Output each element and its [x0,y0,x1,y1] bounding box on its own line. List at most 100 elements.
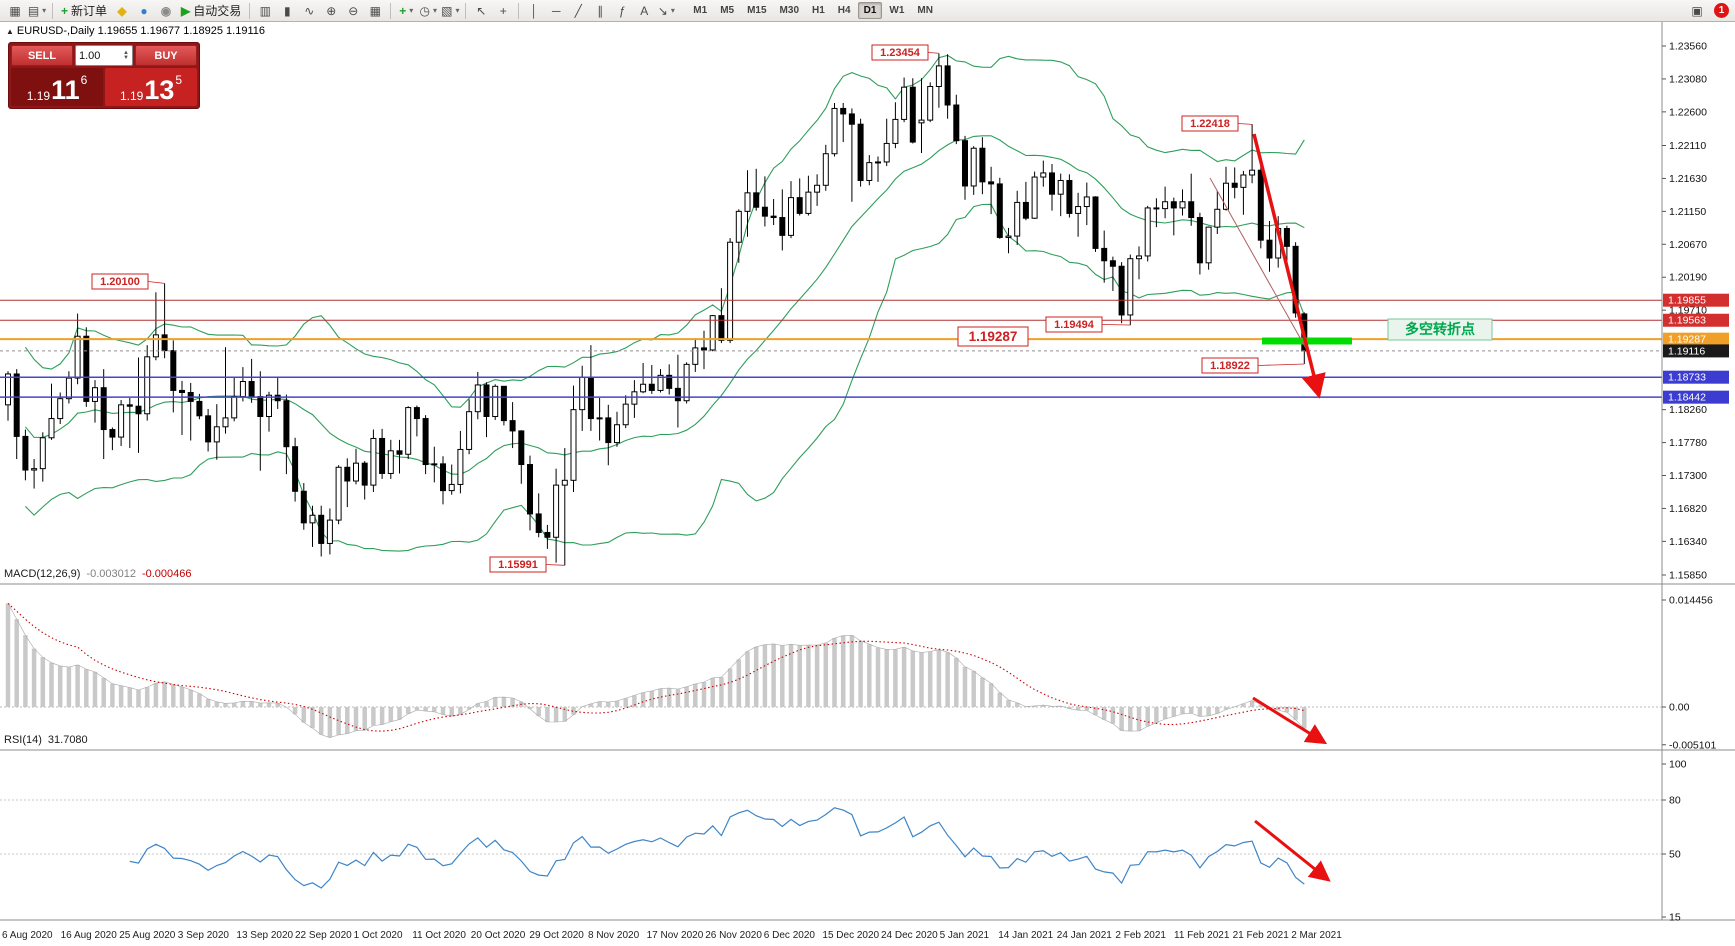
trendline-icon: ╱ [574,3,582,18]
fibonacci-button[interactable]: ƒ [611,2,633,20]
svg-text:1.23560: 1.23560 [1669,41,1707,53]
terminal-icon[interactable]: ▣ [1686,2,1708,20]
timeframe-w1-button[interactable]: W1 [889,5,905,16]
bar-chart-button[interactable]: ▥ [254,2,276,20]
cursor-button[interactable]: ↖ [470,2,492,20]
text-label-button[interactable]: A [633,2,655,20]
zoom-in-button[interactable]: ⊕ [320,2,342,20]
svg-text:100: 100 [1669,759,1687,771]
community-button[interactable]: ● [133,2,155,20]
equidistant-channel-icon: ∥ [597,3,604,18]
lot-spinner[interactable]: ▲ ▼ [123,50,129,61]
time-axis-label: 15 Dec 2020 [822,930,879,941]
timeframe-group: M1 M5 M15 M30 H1 H4 D1 W1 MN [687,2,939,19]
line-chart-icon: ∿ [304,3,315,18]
buy-button[interactable]: BUY [135,45,197,66]
svg-text:1.18733: 1.18733 [1668,372,1706,384]
sell-price[interactable]: 1.19 11 6 [11,68,103,106]
templates-button[interactable]: ▧ ▾ [439,2,461,20]
svg-text:1.19287: 1.19287 [969,329,1018,344]
price-annotation[interactable]: 1.23454 [871,44,939,61]
periods-button[interactable]: ◷ ▾ [417,2,439,20]
timeframe-h1-button[interactable]: H1 [812,5,825,16]
time-axis-label: 16 Aug 2020 [61,930,118,941]
vertical-line-icon: │ [530,3,539,18]
notification-badge[interactable]: 1 [1714,3,1729,18]
svg-text:80: 80 [1669,795,1681,807]
tile-windows-button[interactable]: ▦ [364,2,386,20]
time-axis-label: 5 Jan 2021 [940,930,990,941]
time-axis-label: 26 Nov 2020 [705,930,762,941]
timeframe-m1-button[interactable]: M1 [693,5,708,16]
price-annotation[interactable]: 1.20100 [91,273,165,290]
trend-arrow [1252,133,1326,399]
time-axis-label: 25 Aug 2020 [119,930,176,941]
price-annotation[interactable]: 1.22418 [1181,115,1253,132]
new-chart-icon: ▦ [9,3,21,18]
macd-signal-value: -0.000466 [141,568,192,580]
svg-text:1.22600: 1.22600 [1669,106,1707,118]
caret-down-icon: ▾ [433,5,438,15]
svg-text:1.16340: 1.16340 [1669,536,1707,548]
trendline-layer [1209,177,1309,353]
timeframe-m30-button[interactable]: M30 [779,5,799,16]
price-annotation[interactable]: 1.19287 [957,326,1029,347]
svg-text:1.15850: 1.15850 [1669,569,1707,581]
vertical-line-button[interactable]: │ [523,2,545,20]
candlestick-chart-button[interactable]: ▮ [276,2,298,20]
time-axis-label: 1 Oct 2020 [354,930,403,941]
time-axis-label: 21 Feb 2021 [1233,930,1290,941]
profiles-button[interactable]: ▤ ▾ [26,2,48,20]
deposit-button[interactable]: ◆ [111,2,133,20]
price-annotation[interactable]: 1.18922 [1201,357,1305,374]
timeframe-m5-button[interactable]: M5 [720,5,735,16]
price-badge: 1.19116 [1663,344,1729,358]
toolbar-separator [390,2,392,19]
autotrading-button[interactable]: ▶ 自动交易 [177,2,245,20]
web-terminal-icon: ◉ [160,3,172,18]
timeframe-mn-button[interactable]: MN [917,5,933,16]
spinner-down-icon: ▼ [123,54,129,61]
svg-text:1.18442: 1.18442 [1668,392,1706,404]
terminal-glyph-icon: ▣ [1691,3,1703,18]
buy-price[interactable]: 1.19 13 5 [105,68,197,106]
deposit-icon: ◆ [117,3,127,18]
caret-down-icon: ▾ [409,5,414,15]
time-axis-label: 6 Aug 2020 [2,930,53,941]
timeframe-m15-button[interactable]: M15 [747,5,767,16]
time-axis-label: 2 Mar 2021 [1291,930,1342,941]
line-chart-button[interactable]: ∿ [298,2,320,20]
new-order-button[interactable]: + 新订单 [57,2,111,20]
crosshair-button[interactable]: + [492,2,514,20]
price-annotation[interactable]: 1.15991 [489,556,565,573]
time-axis-label: 13 Sep 2020 [236,930,293,941]
tile-windows-icon: ▦ [369,3,381,18]
price-badge: 1.19563 [1663,313,1729,327]
zoom-out-button[interactable]: ⊖ [342,2,364,20]
horizontal-line-button[interactable]: ─ [545,2,567,20]
new-chart-button[interactable]: ▦ [4,2,26,20]
timeframe-h4-button[interactable]: H4 [837,5,851,16]
main-toolbar: ▦ ▤ ▾ + 新订单 ◆ ● ◉ ▶ 自动交易 ▥ ▮ ∿ ⊕ ⊖ ▦ + ▾ ◷ ▾ ▧ ▾ ↖ + │ ─ ╱ ∥ ƒ A ↘ ▾ M1… [0,0,1735,22]
trend-arrows [1252,133,1331,882]
templates-icon: ▧ [441,3,453,18]
collapse-triangle-icon: ▲ [6,27,14,36]
timeframe-d1-button[interactable]: D1 [857,2,883,19]
price-annotation[interactable]: 1.19494 [1045,316,1131,333]
price-chart-canvas[interactable]: 多空转折点 1.20100 1.23454 1.22418 1.19494 1.19287… [0,22,1735,946]
equidistant-channel-button[interactable]: ∥ [589,2,611,20]
periods-icon: ◷ [419,3,431,18]
trendline-button[interactable]: ╱ [567,2,589,20]
add-indicator-button[interactable]: + ▾ [395,2,417,20]
rsi-indicator-label: RSI(14) 31.7080 [4,734,88,746]
svg-text:1.20190: 1.20190 [1669,272,1707,284]
web-terminal-button[interactable]: ◉ [155,2,177,20]
price-badge: 1.19287 [1663,332,1729,346]
arrow-objects-button[interactable]: ↘ ▾ [655,2,677,20]
lot-size-input[interactable]: 1.00 ▲ ▼ [75,45,133,66]
svg-text:1.17780: 1.17780 [1669,437,1707,449]
sell-button[interactable]: SELL [11,45,73,66]
buy-price-big: 13 [144,75,175,105]
macd-pane [0,602,1662,738]
svg-text:1.19710: 1.19710 [1669,305,1707,317]
